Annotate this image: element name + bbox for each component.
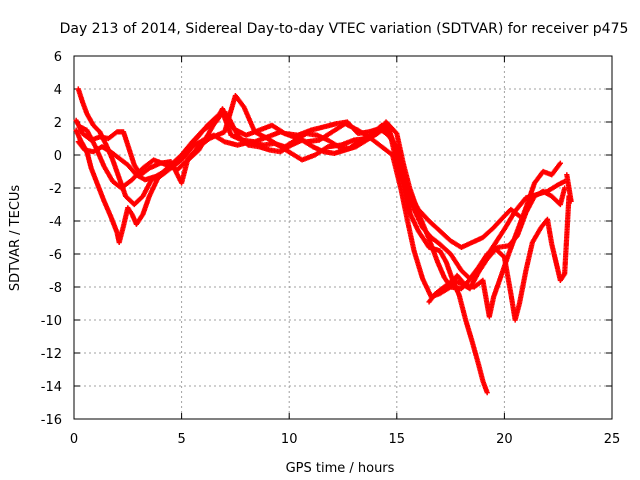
series-arc-4: [75, 111, 563, 320]
y-axis-label: SDTVAR / TECUs: [8, 185, 23, 292]
data-point: [564, 172, 570, 178]
y-tick-label: -12: [41, 347, 62, 362]
y-tick-label: -2: [49, 182, 62, 197]
grid-lines: [74, 56, 612, 419]
x-tick-label: 0: [70, 432, 78, 447]
data-point: [557, 160, 563, 166]
data-marks: [73, 86, 574, 396]
chart-title: Day 213 of 2014, Sidereal Day-to-day VTE…: [60, 21, 629, 37]
y-tick-label: 6: [54, 50, 62, 65]
y-tick-label: 2: [54, 116, 62, 131]
axis-ticks: 0 5 10 15 20 25 -16 -14 -12 -10 -8 -6 -4 -2 0 2 4 6: [41, 50, 621, 447]
data-point: [562, 185, 568, 191]
y-tick-label: -4: [49, 215, 62, 230]
plot-frame: [73, 55, 613, 420]
data-point: [484, 390, 490, 396]
x-tick-label: 25: [604, 432, 621, 447]
y-tick-label: -8: [49, 281, 62, 296]
x-axis-label: GPS time / hours: [286, 461, 395, 476]
x-tick-label: 5: [177, 432, 185, 447]
y-tick-label: -16: [41, 413, 62, 428]
x-tick-label: 15: [389, 432, 406, 447]
x-tick-label: 10: [281, 432, 298, 447]
y-tick-label: -14: [41, 380, 62, 395]
x-tick-label: 20: [496, 432, 513, 447]
y-tick-label: -6: [49, 248, 62, 263]
y-tick-label: 4: [54, 83, 62, 98]
y-tick-label: 0: [54, 149, 62, 164]
series-arc-6: [426, 172, 574, 323]
y-tick-label: -10: [41, 314, 62, 329]
